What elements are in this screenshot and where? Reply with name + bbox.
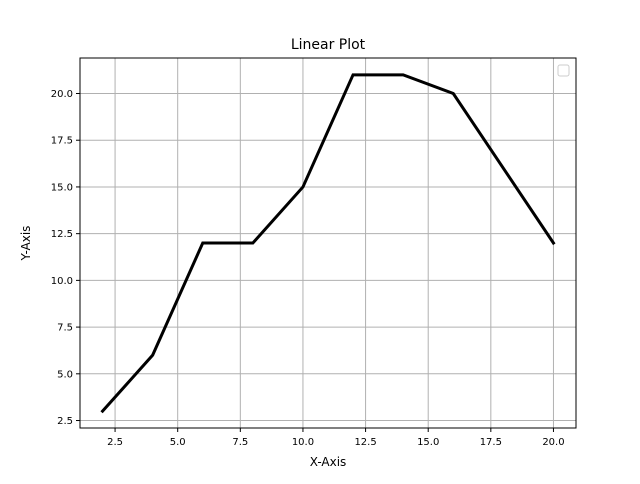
y-tick-label: 2.5 <box>57 416 73 427</box>
x-axis-label: X-Axis <box>310 455 347 469</box>
x-tick-label: 10.0 <box>292 437 314 448</box>
chart-title: Linear Plot <box>291 37 366 53</box>
y-tick-label: 5.0 <box>57 369 73 380</box>
y-tick-label: 17.5 <box>51 136 73 147</box>
y-tick-label: 12.5 <box>51 229 73 240</box>
y-tick-label: 15.0 <box>51 182 73 193</box>
y-tick-label: 20.0 <box>51 89 73 100</box>
x-tick-label: 7.5 <box>232 437 248 448</box>
x-tick-label: 15.0 <box>417 437 439 448</box>
x-tick-label: 17.5 <box>480 437 502 448</box>
y-tick-label: 7.5 <box>57 323 73 334</box>
x-tick-label: 20.0 <box>542 437 564 448</box>
x-tick-label: 5.0 <box>170 437 186 448</box>
y-tick-label: 10.0 <box>51 276 73 287</box>
y-axis-label: Y-Axis <box>19 226 33 262</box>
legend-box <box>558 65 569 76</box>
x-tick-label: 2.5 <box>107 437 123 448</box>
x-tick-label: 12.5 <box>354 437 376 448</box>
